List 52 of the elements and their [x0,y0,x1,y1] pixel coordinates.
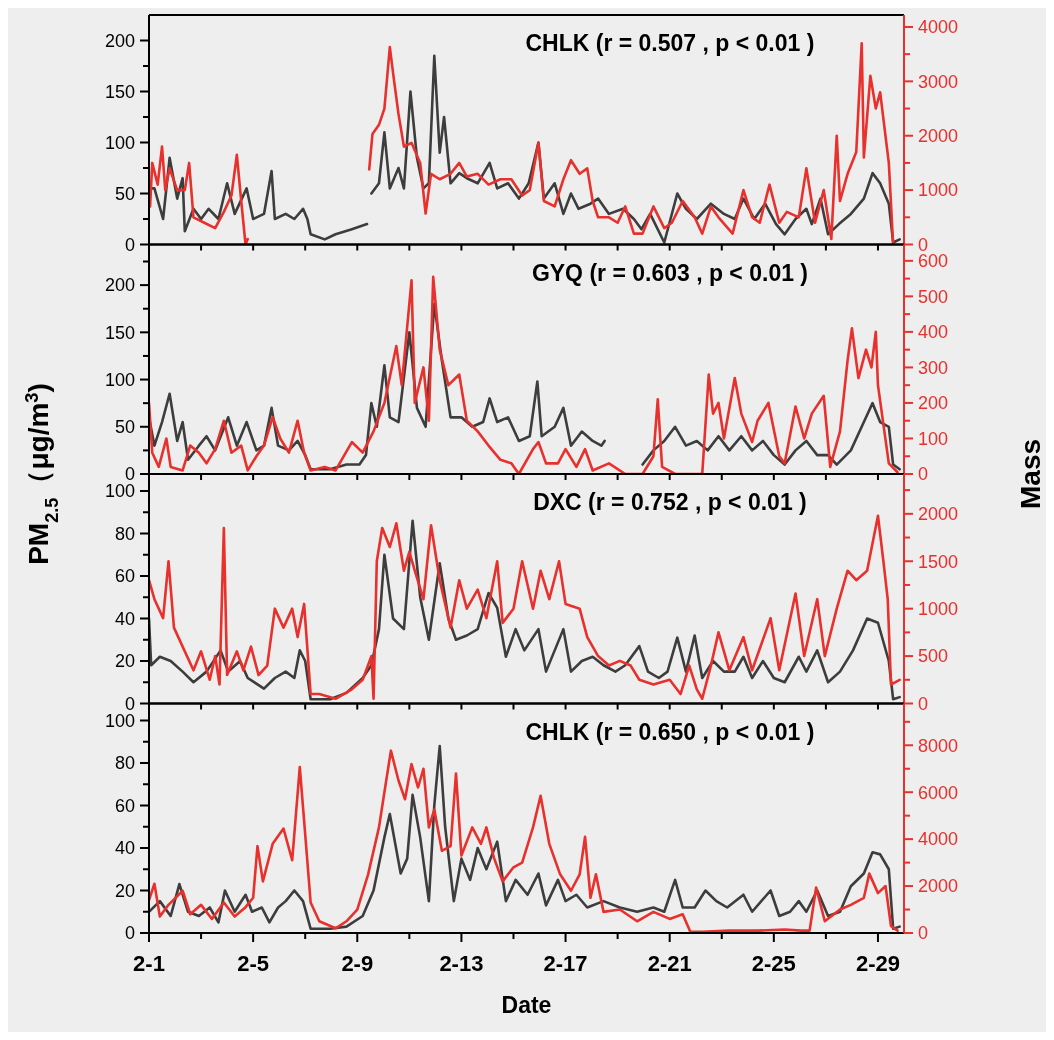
y-tick-label: 60 [114,566,135,587]
x-axis-title: Date [501,992,552,1018]
y-tick-label: 100 [104,369,135,390]
y-tick-label: 20 [114,880,135,901]
y-tick-label: 0 [124,234,135,255]
y2-tick-label: 8000 [918,735,959,756]
y2-tick-label: 400 [918,322,949,343]
y2-tick-label: 4000 [918,17,959,38]
y2-tick-label: 2000 [918,504,959,525]
y2-axis-title: Mass [1014,438,1046,510]
y2-tick-label: 0 [918,923,929,944]
text: GYQ (r = 0.603 , p < 0.01 ) [531,259,809,286]
y2-tick-label: 1500 [918,551,959,572]
x-tick-label: 2-9 [341,951,374,976]
x-tick-label: 2-17 [543,951,588,976]
y-tick-label: 150 [104,81,135,102]
y2-tick-label: 500 [918,286,949,307]
y2-tick-label: 3000 [918,71,959,92]
y-tick-label: 20 [114,651,135,672]
y-tick-label: 200 [104,275,135,296]
text: DXC (r = 0.752 , p < 0.01 ) [533,489,807,515]
x-tick-label: 2-29 [855,951,900,976]
y2-tick-label: 2000 [918,126,959,147]
y-tick-label: 150 [104,322,135,343]
y2-tick-label: 4000 [918,829,959,850]
y2-tick-label: 0 [918,464,929,485]
y-tick-label: 40 [114,838,135,859]
y2-tick-label: 6000 [918,782,959,803]
y-tick-label: 100 [104,132,135,153]
y-tick-label: 50 [114,183,135,204]
x-tick-label: 2-25 [751,951,796,976]
y-tick-label: 80 [114,753,135,774]
y-tick-label: 0 [124,923,135,944]
y2-tick-label: 500 [918,646,949,667]
y2-tick-label: 0 [918,693,929,714]
x-tick-label: 2-5 [237,951,270,976]
y-tick-label: 80 [114,523,135,544]
x-tick-label: 2-1 [133,951,165,976]
x-tick-label: 2-13 [439,951,484,976]
x-tick-label: 2-21 [647,951,692,976]
y2-tick-label: 1000 [918,180,959,201]
y2-tick-label: 200 [918,393,949,414]
y2-tick-label: 1000 [918,598,959,619]
text: CHLK (r = 0.650 , p < 0.01 ) [525,718,815,745]
y-tick-label: 50 [114,417,135,438]
y2-tick-label: 300 [918,357,949,378]
y-tick-label: 60 [114,795,135,816]
y-tick-label: 40 [114,608,135,629]
y2-tick-label: 2000 [918,876,959,897]
text: CHLK (r = 0.507 , p < 0.01 ) [525,30,815,56]
y-tick-label: 200 [104,30,135,51]
y2-tick-label: 100 [918,428,949,449]
